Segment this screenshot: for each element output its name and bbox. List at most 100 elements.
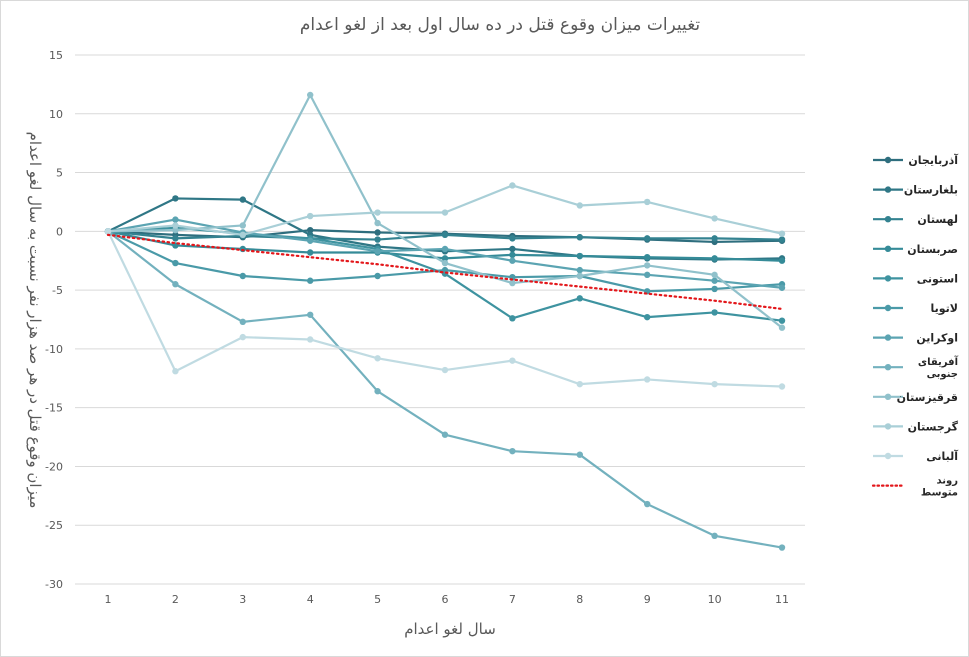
data-point: [711, 277, 718, 284]
legend-marker: [884, 364, 892, 371]
data-point: [509, 257, 516, 264]
data-point: [239, 231, 246, 239]
data-point: [307, 237, 314, 244]
data-point: [172, 216, 179, 223]
axis-ticks: 15 10 5 0 -5 -10 -15 -20 -25 -30 1 2 3 4 5 6 7 8 9 10 11: [45, 49, 789, 606]
data-point: [576, 202, 583, 209]
legend-marker: [884, 423, 892, 430]
y-tick-label: -10: [45, 343, 63, 356]
data-point: [374, 209, 381, 216]
legend-label: گرجستان: [908, 420, 959, 433]
data-point: [509, 245, 516, 253]
legend-label: آلبانی: [926, 449, 958, 463]
legend-item: استونی: [873, 272, 958, 285]
data-point: [576, 266, 583, 274]
data-point: [239, 222, 246, 229]
legend-item: آذربایجان: [873, 153, 958, 167]
x-tick-label: 8: [576, 593, 583, 606]
data-point: [509, 279, 516, 287]
data-point: [644, 235, 651, 242]
legend-marker: [884, 393, 892, 400]
x-tick-label: 1: [105, 593, 112, 606]
x-tick-label: 9: [644, 593, 651, 606]
data-point: [374, 272, 381, 280]
legend-label: استونی: [917, 272, 958, 285]
data-point: [441, 431, 449, 438]
legend-marker: [884, 275, 892, 282]
data-point: [374, 355, 381, 362]
data-point: [307, 249, 314, 256]
x-axis-title: سال لغو اعدام: [404, 620, 496, 638]
data-point: [576, 272, 583, 280]
data-point: [307, 226, 314, 234]
data-point: [172, 368, 179, 375]
legend-label: لاتویا: [931, 302, 958, 315]
data-point: [644, 376, 651, 383]
y-tick-label: -20: [45, 460, 63, 473]
data-point: [374, 388, 381, 395]
legend-label: بلغارستان: [904, 184, 958, 197]
y-tick-label: 15: [49, 49, 63, 62]
legend-item: بلغارستان: [873, 184, 958, 197]
data-point: [778, 236, 786, 243]
legend-marker: [884, 245, 892, 252]
plot-series: [104, 91, 786, 551]
legend-item: اوکراین: [873, 332, 958, 345]
x-tick-label: 10: [708, 593, 722, 606]
y-tick-label: -5: [52, 284, 63, 297]
series-11: [104, 228, 786, 390]
legend-marker: [884, 186, 892, 193]
y-tick-label: 10: [49, 108, 63, 121]
data-point: [441, 209, 449, 216]
legend-item: روند متوسط: [871, 476, 958, 499]
data-point: [509, 235, 516, 242]
data-point: [509, 447, 516, 455]
data-point: [172, 235, 179, 242]
data-point: [172, 226, 179, 234]
data-point: [374, 236, 381, 243]
data-point: [778, 544, 786, 551]
series-9: [104, 91, 786, 331]
data-point: [711, 271, 718, 279]
legend-item: آفریقای جنوبی: [873, 355, 959, 380]
data-point: [576, 380, 583, 388]
legend-marker: [884, 156, 892, 164]
x-tick-label: 11: [775, 593, 789, 606]
legend-label: آذربایجان: [908, 153, 958, 167]
data-point: [239, 196, 246, 203]
data-point: [374, 219, 381, 227]
data-point: [239, 272, 246, 280]
data-point: [172, 195, 179, 202]
data-point: [711, 255, 718, 262]
legend-label: روند متوسط: [921, 476, 958, 499]
legend-marker: [884, 452, 892, 460]
legend-item: گرجستان: [873, 420, 959, 433]
x-tick-label: 7: [509, 593, 516, 606]
data-point: [239, 333, 246, 341]
data-point: [644, 262, 651, 269]
data-point: [307, 311, 314, 318]
x-tick-label: 2: [172, 593, 179, 606]
series-8: [104, 228, 786, 551]
data-point: [374, 229, 381, 236]
legend-item: صربستان: [873, 243, 958, 256]
y-tick-label: -25: [45, 519, 63, 532]
data-point: [307, 336, 314, 343]
data-point: [576, 234, 583, 241]
data-point: [441, 366, 449, 374]
legend-label: لهستان: [917, 213, 958, 226]
y-tick-label: 5: [56, 167, 63, 180]
data-point: [711, 235, 718, 242]
data-point: [307, 91, 314, 99]
data-point: [509, 357, 516, 364]
legend-marker: [884, 216, 892, 223]
data-point: [509, 315, 516, 322]
y-tick-label: -15: [45, 402, 63, 415]
data-point: [104, 228, 112, 235]
legend-item: قرقیزستان: [873, 391, 958, 404]
legend-label: قرقیزستان: [897, 391, 958, 404]
data-point: [711, 309, 718, 316]
